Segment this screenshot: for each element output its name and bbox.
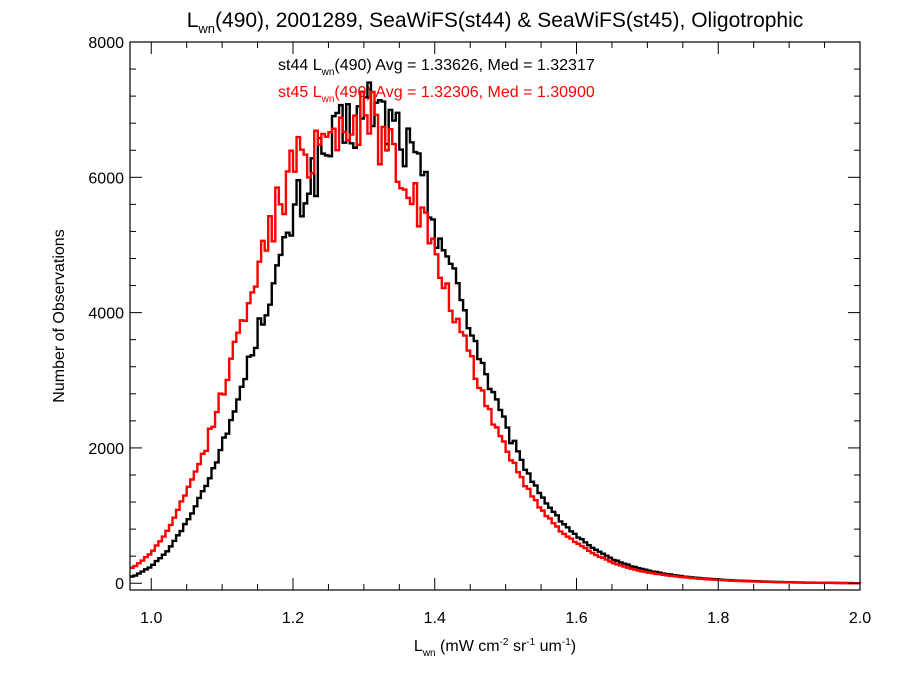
chart-title: Lwn(490), 2001289, SeaWiFS(st44) & SeaWi… xyxy=(187,9,804,36)
annotation-st45: st45 Lwn(490) Avg = 1.32306, Med = 1.309… xyxy=(278,84,595,105)
y-axis-label: Number of Observations xyxy=(51,229,68,402)
x-tick-label: 1.2 xyxy=(282,610,304,627)
x-tick-label: 1.4 xyxy=(424,610,446,627)
y-tick-label: 4000 xyxy=(88,306,124,323)
y-tick-label: 0 xyxy=(115,576,124,593)
plot-layer xyxy=(130,81,862,585)
x-tick-label: 1.6 xyxy=(565,610,587,627)
annotation-st44: st44 Lwn(490) Avg = 1.33626, Med = 1.323… xyxy=(278,57,595,78)
x-axis-label: Lwn (mW cm-2 sr-1 um-1) xyxy=(414,637,576,659)
x-tick-label: 1.8 xyxy=(707,610,729,627)
y-tick-label: 2000 xyxy=(88,441,124,458)
x-tick-label: 2.0 xyxy=(849,610,871,627)
y-tick-label: 8000 xyxy=(88,35,124,52)
x-tick-label: 1.0 xyxy=(140,610,162,627)
axes-layer: 1.0 1.2 1.4 1.6 1.8 2.0 0 2000 4000 6000 8000 xyxy=(88,35,871,627)
series-st45-histogram xyxy=(130,90,862,585)
plot-frame xyxy=(129,41,861,591)
y-tick-label: 6000 xyxy=(88,170,124,187)
